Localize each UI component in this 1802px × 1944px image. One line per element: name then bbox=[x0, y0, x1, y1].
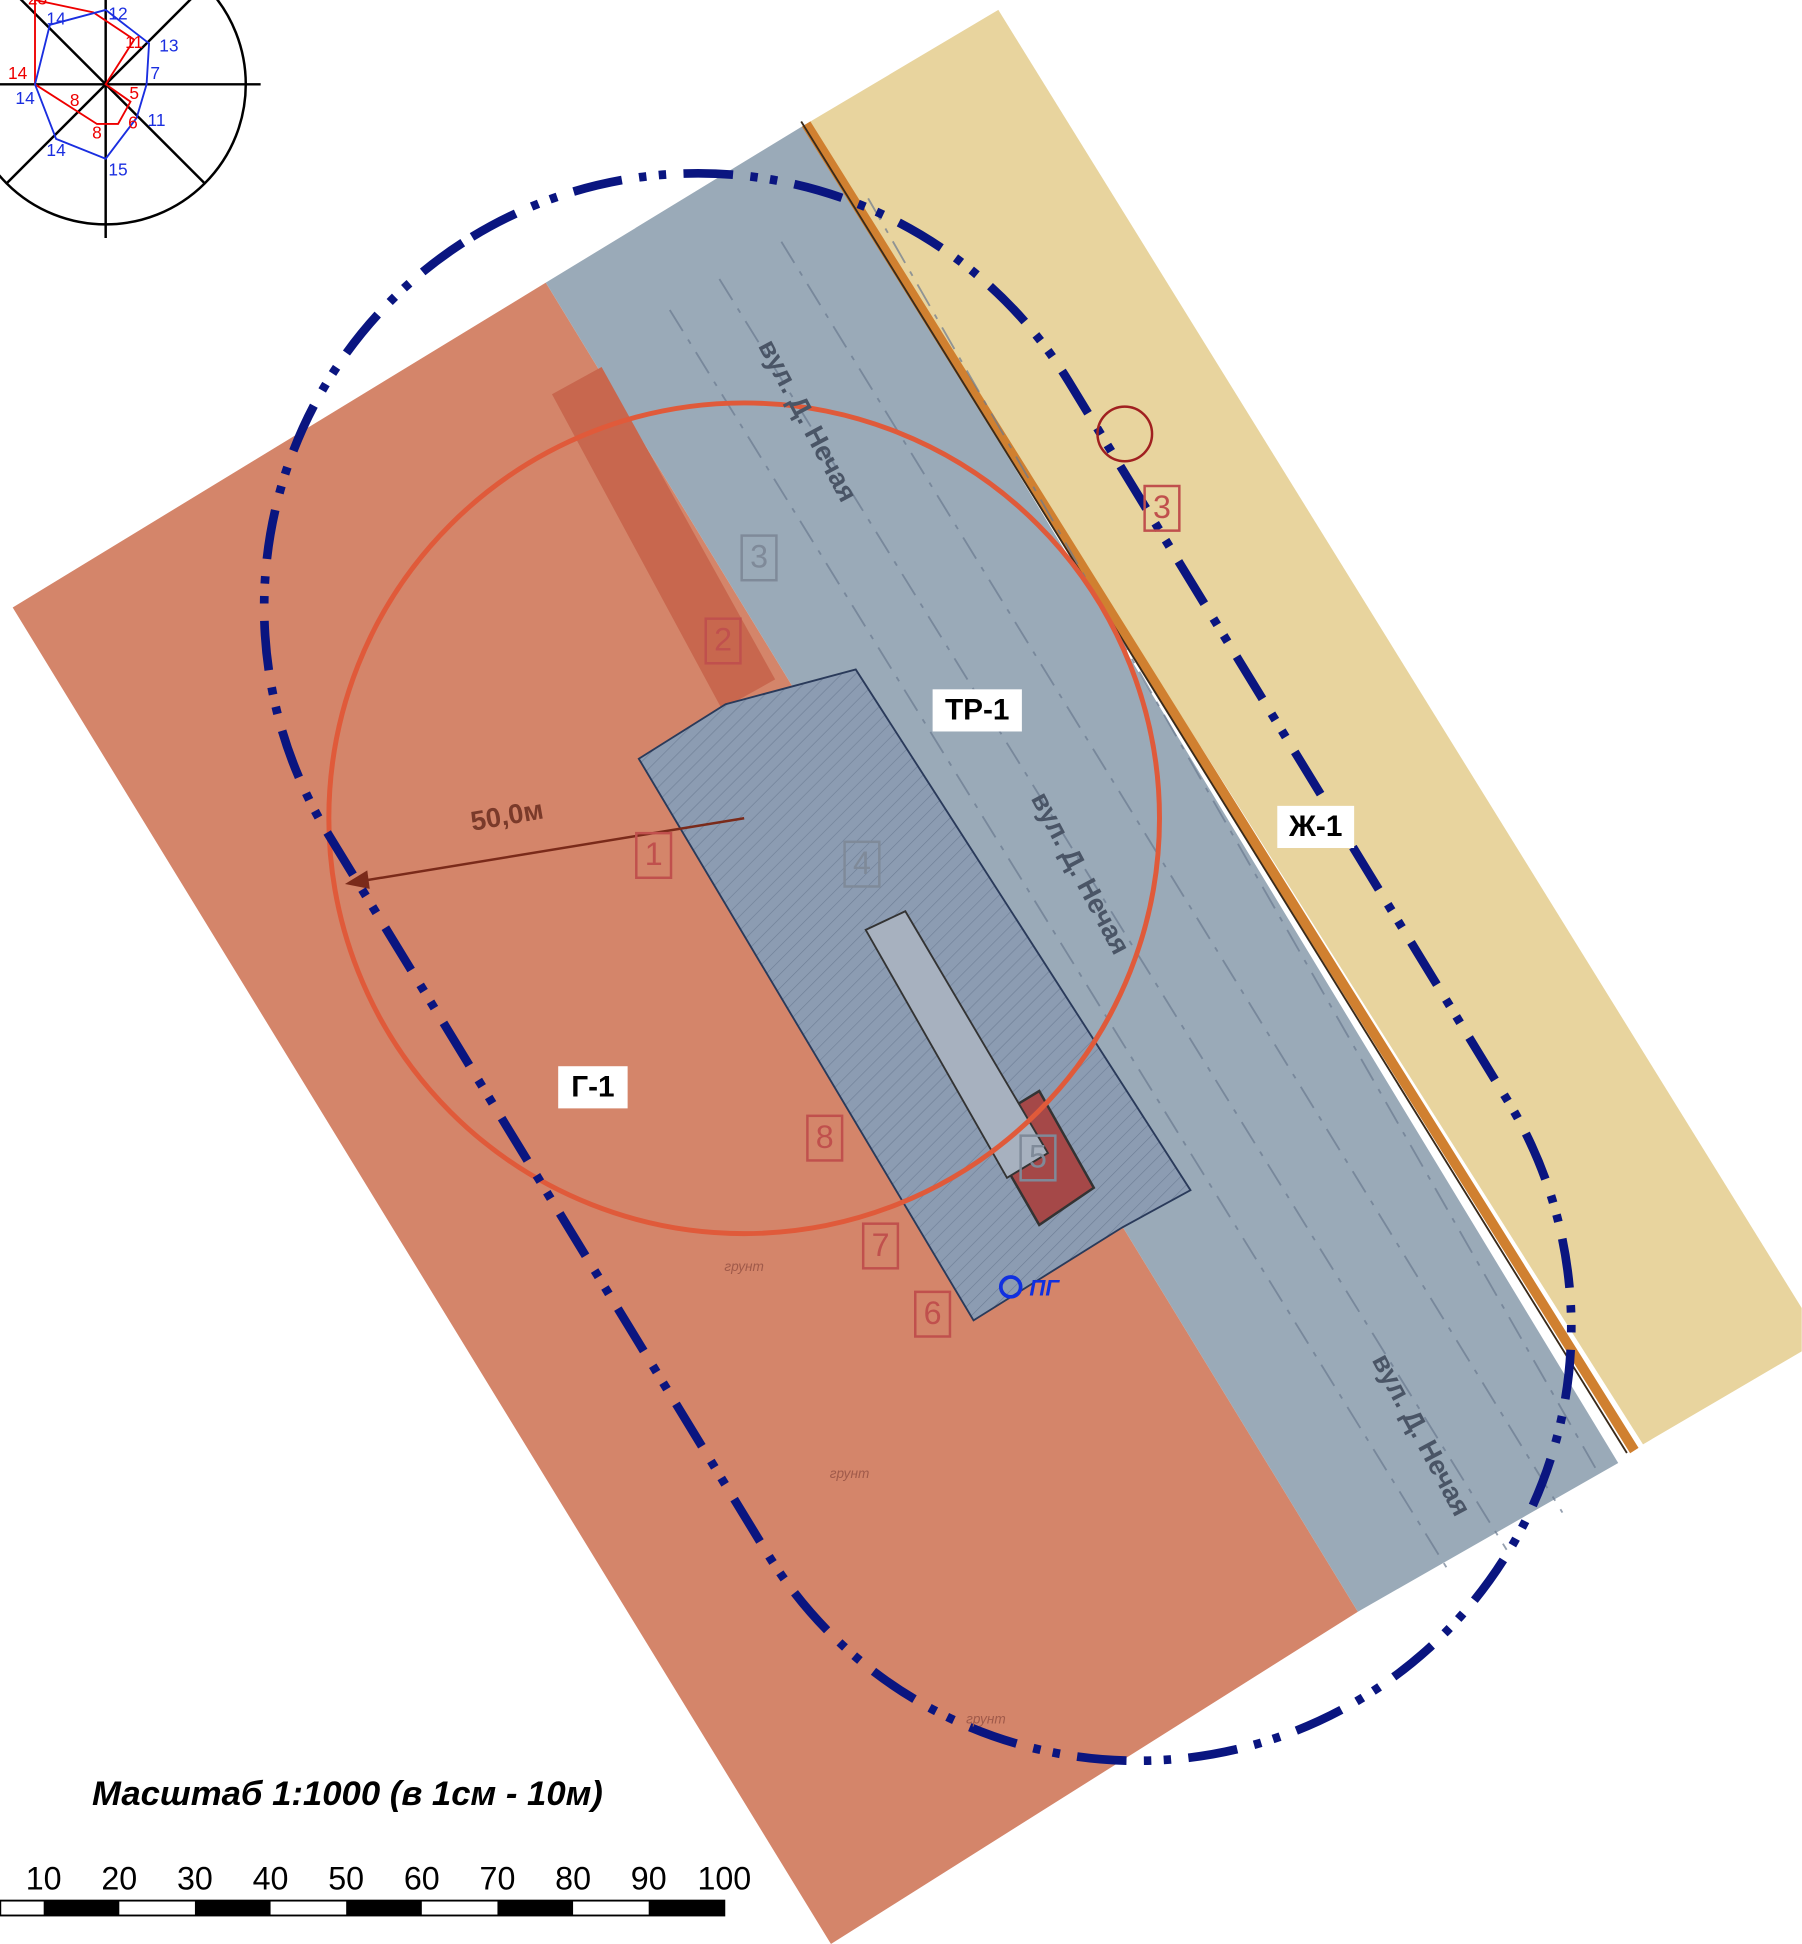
rose-value: 15 bbox=[108, 160, 127, 180]
scale-label: 50 bbox=[328, 1860, 364, 1896]
label-box bbox=[932, 689, 1022, 732]
boundary bbox=[801, 121, 1639, 1454]
scale-segment bbox=[43, 1900, 120, 1916]
soil-label: грунт bbox=[830, 1466, 870, 1481]
wind-rose bbox=[0, 0, 261, 239]
marker-label: 4 bbox=[853, 845, 871, 881]
zone-label: ТР-1 bbox=[945, 694, 1009, 727]
boundary bbox=[800, 121, 1628, 1454]
marker-label: 6 bbox=[924, 1295, 942, 1331]
arrow bbox=[344, 870, 370, 889]
soil-label: грунт bbox=[724, 1259, 764, 1274]
rose-value: 14 bbox=[46, 8, 66, 28]
rose-value: 8 bbox=[70, 90, 80, 110]
hydrant bbox=[998, 1275, 1023, 1299]
rose-value: 23 bbox=[28, 0, 47, 9]
marker-boxes bbox=[635, 484, 1181, 1338]
rose-value: 11 bbox=[125, 32, 143, 52]
scale-title: Масштаб 1:1000 (в 1см - 10м) bbox=[92, 1775, 603, 1813]
transformer bbox=[1096, 405, 1154, 463]
label-box bbox=[558, 1066, 628, 1109]
scale-label: 90 bbox=[631, 1860, 667, 1896]
marker-label: 8 bbox=[816, 1119, 834, 1155]
rose-value: 8 bbox=[92, 122, 102, 142]
hydrant-label: ПГ bbox=[1029, 1275, 1060, 1300]
radius-line bbox=[350, 817, 745, 884]
rose-value: 5 bbox=[129, 83, 139, 103]
marker-label: 3 bbox=[750, 539, 768, 575]
scale-label: 100 bbox=[697, 1860, 751, 1896]
sanitary-radius bbox=[326, 400, 1162, 1237]
rose-value: 11 bbox=[147, 110, 165, 130]
rose-value: 14 bbox=[8, 63, 28, 83]
scale-label: 30 bbox=[177, 1860, 213, 1896]
label-box bbox=[1277, 805, 1355, 849]
soil-label: грунт bbox=[966, 1711, 1006, 1726]
scale-label: 10 bbox=[26, 1860, 62, 1896]
rose-value: 12 bbox=[108, 3, 127, 23]
zone-residential bbox=[806, 9, 1802, 1445]
marker-label: 3 bbox=[1153, 489, 1171, 525]
scale-segment bbox=[346, 1900, 422, 1916]
rose-value: 14 bbox=[15, 88, 35, 108]
scale-segment bbox=[497, 1900, 574, 1916]
zone-label: Ж-1 bbox=[1288, 810, 1342, 843]
marker-label: 1 bbox=[645, 836, 663, 872]
protection-zone bbox=[259, 168, 1576, 1766]
road-lines bbox=[668, 197, 1601, 1576]
marker-label: 5 bbox=[1029, 1139, 1047, 1175]
scale-label: 80 bbox=[555, 1860, 591, 1896]
rose-value: 14 bbox=[46, 140, 66, 160]
rose-value: 6 bbox=[128, 113, 138, 133]
scale-label: 20 bbox=[101, 1860, 137, 1896]
scale-label: 40 bbox=[253, 1860, 289, 1896]
scale-label: 70 bbox=[480, 1860, 516, 1896]
zone-label: Г-1 bbox=[571, 1070, 614, 1103]
scale-bar: 10 20 30 40 50 60 70 80 90 100 bbox=[0, 1860, 751, 1917]
building bbox=[864, 910, 1050, 1180]
marker-label: 2 bbox=[714, 622, 732, 658]
building bbox=[551, 366, 776, 710]
marker-label: 7 bbox=[872, 1227, 890, 1263]
rose-value: 7 bbox=[150, 63, 160, 83]
wind-rose-labels: 23 11 14 8 5 8 6 14 12 13 7 14 11 14 15 bbox=[8, 0, 179, 180]
zone-transport bbox=[545, 123, 1619, 1612]
scale-segment bbox=[648, 1900, 725, 1916]
rose-value: 13 bbox=[159, 36, 178, 56]
scale-segment bbox=[194, 1900, 271, 1916]
scale-label: 60 bbox=[404, 1860, 440, 1896]
